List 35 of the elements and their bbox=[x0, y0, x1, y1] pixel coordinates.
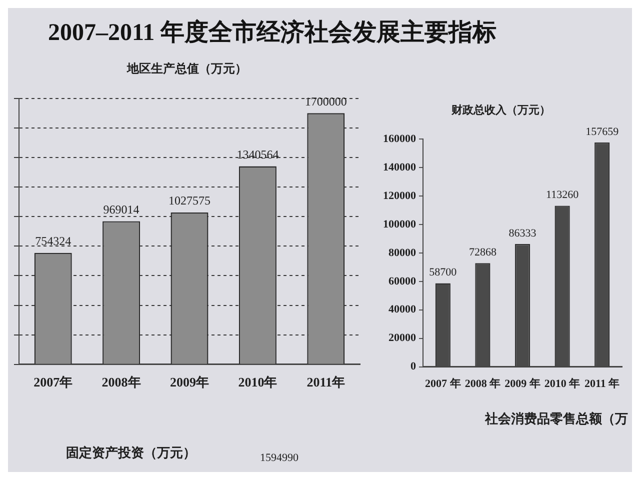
x-tick-label: 2011年 bbox=[306, 374, 346, 390]
text: 1594990 bbox=[260, 452, 298, 464]
data-label: 157659 bbox=[586, 126, 620, 138]
data-label: 1027575 bbox=[168, 194, 210, 208]
y-tick-label: 60000 bbox=[388, 275, 416, 288]
x-tick-label: 2007 年 bbox=[425, 377, 461, 390]
x-tick-label: 2010 年 bbox=[544, 377, 580, 390]
y-tick-label: 120000 bbox=[383, 190, 416, 202]
x-tick-label: 2009 年 bbox=[504, 377, 540, 390]
data-label: 86333 bbox=[508, 227, 537, 240]
chart-title: 地区生产总值（万元） bbox=[126, 61, 247, 76]
y-tick-label: 100000 bbox=[383, 218, 416, 230]
y-tick-label: 20000 bbox=[388, 332, 416, 344]
text: 2007–2011 年度全市经济社会发展主要指标 bbox=[48, 18, 497, 48]
data-label: 58700 bbox=[429, 266, 458, 279]
x-tick-label: 2008年 bbox=[102, 374, 141, 390]
y-tick-label: 80000 bbox=[388, 246, 416, 259]
data-label: 72868 bbox=[468, 246, 497, 259]
text: 固定资产投资（万元） bbox=[66, 444, 196, 462]
data-label: 754324 bbox=[35, 234, 72, 248]
y-tick-label: 0 bbox=[410, 360, 416, 373]
x-tick-label: 2007年 bbox=[34, 374, 73, 390]
y-tick-label: 160000 bbox=[383, 133, 416, 146]
y-tick-label: 40000 bbox=[388, 304, 416, 316]
x-tick-label: 2011 年 bbox=[584, 377, 620, 390]
data-label: 1340564 bbox=[236, 147, 279, 162]
data-label: 969014 bbox=[103, 202, 140, 216]
y-tick-label: 140000 bbox=[383, 161, 416, 174]
text: 社会消费品零售总额（万 bbox=[485, 410, 628, 428]
x-tick-label: 2009年 bbox=[170, 374, 209, 390]
x-tick-label: 2008 年 bbox=[464, 377, 501, 390]
x-tick-label: 2010年 bbox=[238, 374, 278, 390]
chart-title: 财政总收入（万元） bbox=[450, 103, 550, 116]
data-label: 1700000 bbox=[304, 94, 347, 108]
data-label: 113260 bbox=[546, 189, 580, 202]
